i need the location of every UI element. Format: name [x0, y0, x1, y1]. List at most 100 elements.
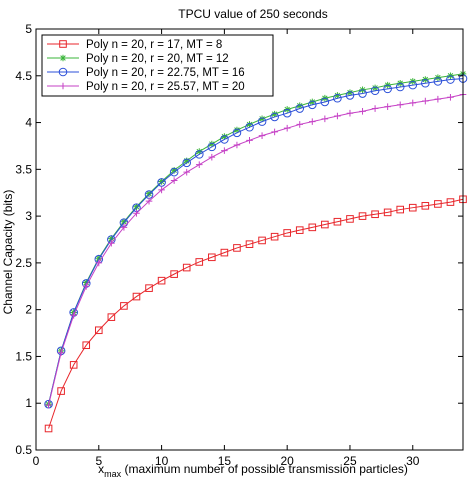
- data-point-square: [120, 302, 128, 310]
- data-point-square: [132, 292, 141, 301]
- data-point-square: [396, 205, 405, 214]
- series-4: [45, 91, 467, 409]
- chart-title: TPCU value of 250 seconds: [178, 7, 327, 21]
- axes-layer: 0 5 10 15 20 25 30 0.5 1 1.5 2 2.5 3 3.5 4 4.5 5: [15, 22, 464, 468]
- data-point-square: [434, 200, 442, 208]
- data-point-plus: [271, 128, 278, 136]
- data-point-plus: [396, 101, 404, 109]
- data-point-square: [446, 198, 455, 206]
- data-point-square: [295, 226, 304, 234]
- data-point-star: [233, 126, 241, 134]
- data-point-square: [383, 208, 392, 217]
- legend-box: [41, 34, 274, 97]
- legend-marker-square: [59, 40, 67, 48]
- data-point-plus: [221, 147, 228, 154]
- series-line: [48, 94, 464, 406]
- data-point-plus: [133, 210, 140, 217]
- data-point-square: [107, 313, 116, 321]
- data-point-circle: [395, 82, 405, 92]
- y-tick-label: 4.5: [15, 69, 32, 83]
- x-tick-label: 15: [218, 454, 232, 468]
- data-point-star: [95, 254, 103, 262]
- data-point-star: [221, 133, 228, 140]
- data-point-circle: [182, 158, 192, 168]
- legend-marker-star: [59, 54, 67, 62]
- data-point-square: [82, 341, 91, 350]
- data-point-square: [94, 326, 103, 335]
- data-point-circle: [320, 97, 330, 107]
- legend-label: Poly n = 20, r = 25.57, MT = 20: [86, 81, 245, 93]
- data-point-plus: [283, 124, 291, 132]
- data-point-circle: [232, 128, 242, 138]
- data-point-plus: [158, 186, 165, 194]
- y-tick-label: 2.5: [15, 256, 32, 270]
- data-point-plus: [82, 282, 90, 290]
- data-point-square: [208, 253, 216, 262]
- x-axis-label-rest: (maximum number of possible transmission…: [121, 462, 408, 476]
- y-axis-label: Channel Capacity (bits): [1, 190, 15, 315]
- data-point-square: [408, 203, 417, 212]
- data-point-plus: [95, 259, 103, 267]
- data-point-square: [195, 258, 204, 266]
- x-axis-label-main: x: [98, 462, 104, 476]
- x-tick-label: 25: [343, 454, 357, 468]
- data-point-plus: [145, 197, 153, 205]
- data-point-plus: [246, 137, 253, 144]
- data-point-plus: [384, 103, 391, 110]
- x-tick-label: 10: [155, 454, 169, 468]
- data-point-circle: [270, 112, 279, 122]
- data-point-circle: [358, 89, 367, 98]
- data-point-square: [170, 270, 178, 278]
- data-point-star: [308, 98, 316, 106]
- legend-item: Poly n = 20, r = 22.75, MT = 16: [47, 67, 245, 79]
- x-tick-label: 0: [33, 454, 40, 468]
- data-point-plus: [359, 108, 366, 115]
- data-point-square: [44, 424, 53, 433]
- data-point-plus: [321, 115, 329, 123]
- y-tick-label: 3: [25, 209, 32, 223]
- data-point-square: [321, 220, 329, 229]
- data-point-square: [371, 210, 379, 219]
- data-point-plus: [208, 153, 216, 161]
- data-point-circle: [446, 75, 455, 84]
- x-tick-label: 30: [406, 454, 420, 468]
- data-point-plus: [183, 168, 191, 176]
- data-point-circle: [370, 86, 380, 96]
- data-point-square: [233, 244, 241, 252]
- series-1: [44, 195, 467, 433]
- y-tick-label: 0.5: [15, 443, 32, 457]
- data-point-plus: [447, 93, 454, 101]
- legend-marker-circle: [58, 67, 68, 77]
- x-axis-label: xmax (maximum number of possible transmi…: [98, 462, 408, 479]
- data-point-circle: [220, 135, 229, 144]
- data-point-square: [258, 236, 266, 245]
- data-point-square: [270, 232, 279, 241]
- y-tick-label: 1.5: [15, 349, 32, 363]
- data-point-square: [57, 387, 65, 395]
- data-point-square: [157, 276, 166, 285]
- data-point-square: [182, 263, 191, 272]
- data-point-circle: [194, 150, 204, 159]
- data-point-circle: [383, 84, 392, 94]
- data-point-square: [283, 229, 291, 237]
- data-point-circle: [157, 178, 166, 187]
- y-tick-label: 5: [25, 22, 32, 36]
- data-point-star: [133, 203, 140, 211]
- data-point-star: [271, 110, 278, 118]
- data-point-square: [421, 202, 430, 210]
- data-point-plus: [170, 177, 178, 184]
- legend-item: Poly n = 20, r = 25.57, MT = 20: [47, 81, 245, 93]
- series-line: [48, 198, 464, 429]
- x-tick-label: 20: [280, 454, 294, 468]
- data-point-plus: [120, 224, 128, 231]
- y-tick-label: 4: [25, 116, 32, 130]
- data-point-square: [346, 215, 354, 223]
- data-point-circle: [421, 78, 430, 88]
- data-point-star: [371, 84, 379, 92]
- legend-label: Poly n = 20, r = 22.75, MT = 16: [86, 67, 245, 79]
- data-point-star: [208, 140, 216, 148]
- data-point-plus: [195, 161, 203, 168]
- data-point-square: [145, 284, 153, 292]
- data-point-plus: [434, 95, 442, 103]
